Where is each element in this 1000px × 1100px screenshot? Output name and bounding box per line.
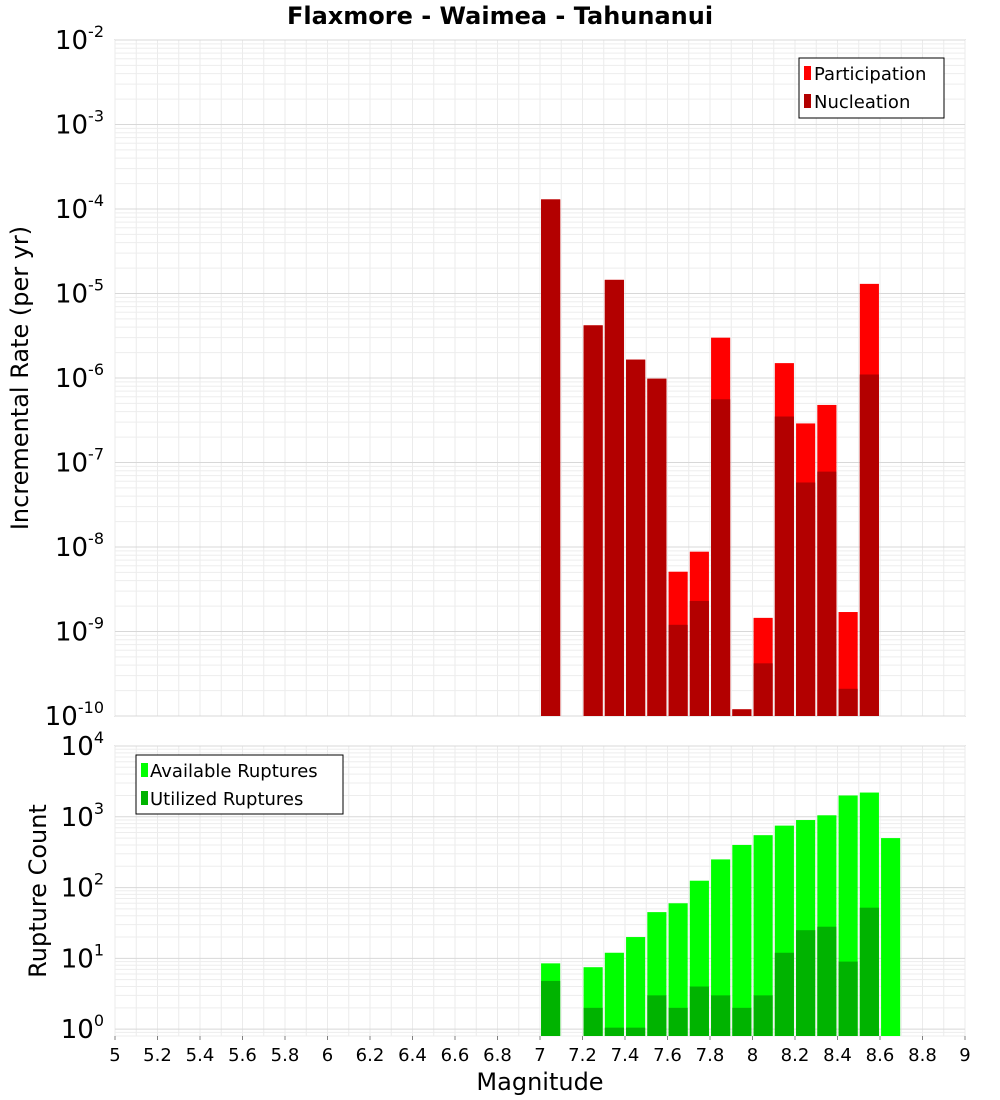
- count-y-tick-label: 100: [61, 1011, 104, 1045]
- x-tick-label: 5.2: [143, 1045, 172, 1066]
- x-tick-label: 6.2: [356, 1045, 385, 1066]
- count-legend: Available Ruptures Utilized Ruptures: [135, 754, 344, 815]
- count-bar-utilized-ruptures: [626, 1027, 646, 1036]
- x-tick-label: 8.6: [866, 1045, 895, 1066]
- x-tick-label: 6: [322, 1045, 333, 1066]
- rate-y-tick-label: 10-6: [55, 360, 104, 394]
- count-bar-available-ruptures: [626, 937, 646, 1036]
- count-panel: 100 101 102 103 104 5 5.2 5.4 5.6 5.8 6 6.2 6.4 6.6 6…: [24, 728, 971, 1096]
- count-y-tick-label: 102: [61, 870, 104, 904]
- rate-bar-nucleation: [711, 399, 731, 716]
- legend-nucleation-label: Nucleation: [814, 92, 910, 113]
- rate-y-tick-label: 10-5: [55, 276, 104, 310]
- rate-y-tick-label: 10-3: [55, 107, 104, 141]
- x-axis-title: Magnitude: [476, 1068, 603, 1096]
- rate-bar-nucleation: [774, 416, 794, 716]
- x-tick-label: 5.4: [186, 1045, 215, 1066]
- legend-utilized-swatch: [141, 791, 148, 805]
- legend-available-label: Available Ruptures: [150, 761, 318, 782]
- rate-bar-nucleation: [541, 199, 561, 717]
- rate-bar-nucleation: [647, 378, 667, 716]
- count-bar-utilized-ruptures: [732, 1007, 752, 1036]
- x-tick-label: 8.2: [781, 1045, 810, 1066]
- legend-participation-label: Participation: [814, 64, 926, 85]
- rate-bar-nucleation: [604, 279, 624, 716]
- count-bar-utilized-ruptures: [711, 995, 731, 1036]
- x-tick-label: 5.8: [271, 1045, 300, 1066]
- count-bar-available-ruptures: [732, 844, 752, 1036]
- rate-y-tick-label: 10-10: [45, 698, 104, 732]
- count-bar-available-ruptures: [711, 859, 731, 1036]
- rate-bar-nucleation: [817, 471, 837, 716]
- count-bar-utilized-ruptures: [541, 980, 561, 1036]
- count-legend-box: [135, 754, 344, 815]
- rate-bar-nucleation: [583, 325, 603, 716]
- count-bar-utilized-ruptures: [583, 1007, 603, 1036]
- count-bar-available-ruptures: [881, 838, 901, 1036]
- count-bar-utilized-ruptures: [796, 930, 816, 1036]
- x-tick-label: 5.6: [228, 1045, 257, 1066]
- rate-y-axis-title: Incremental Rate (per yr): [6, 226, 34, 530]
- count-y-tick-label: 101: [61, 940, 104, 974]
- chart-title: Flaxmore - Waimea - Tahunanui: [287, 2, 713, 30]
- rate-y-tick-label: 10-8: [55, 529, 104, 563]
- rate-panel: 10-10 10-9 10-8 10-7 10-6 10-5 10-4 10-3 10-2 In…: [6, 22, 966, 732]
- count-y-tick-label: 103: [61, 799, 104, 833]
- count-y-tick-label: 104: [61, 728, 104, 762]
- count-y-ticks: 100 101 102 103 104: [61, 728, 104, 1045]
- rate-bar-nucleation: [838, 688, 858, 716]
- legend-participation-swatch: [804, 66, 811, 80]
- x-tick-label: 7.2: [568, 1045, 597, 1066]
- count-bar-utilized-ruptures: [647, 995, 667, 1036]
- count-bar-utilized-ruptures: [774, 952, 794, 1036]
- count-bar-utilized-ruptures: [817, 926, 837, 1036]
- legend-utilized-label: Utilized Ruptures: [150, 789, 303, 810]
- rate-bar-nucleation: [753, 663, 773, 716]
- rate-bar-nucleation: [626, 359, 646, 716]
- x-tick-label: 7.6: [653, 1045, 682, 1066]
- count-bar-available-ruptures: [604, 952, 624, 1036]
- count-bar-utilized-ruptures: [753, 995, 773, 1036]
- x-tick-label: 6.8: [483, 1045, 512, 1066]
- rate-bar-nucleation: [796, 482, 816, 716]
- rate-bar-nucleation: [689, 600, 709, 716]
- count-y-axis-title: Rupture Count: [24, 804, 52, 978]
- x-tick-label: 9: [959, 1045, 970, 1066]
- count-bar-utilized-ruptures: [859, 907, 879, 1036]
- rate-grid: [114, 39, 966, 717]
- legend-available-swatch: [141, 763, 148, 777]
- rate-y-ticks: 10-10 10-9 10-8 10-7 10-6 10-5 10-4 10-3 10-2: [45, 22, 104, 732]
- count-bar-utilized-ruptures: [838, 961, 858, 1036]
- rate-legend-box: [798, 57, 945, 119]
- count-bar-available-ruptures: [668, 903, 688, 1036]
- rate-bar-nucleation: [732, 709, 752, 716]
- x-tick-label: 6.4: [398, 1045, 427, 1066]
- count-bar-utilized-ruptures: [689, 986, 709, 1036]
- rate-y-tick-label: 10-4: [55, 191, 104, 225]
- rate-bar-nucleation: [668, 624, 688, 716]
- rate-y-tick-label: 10-9: [55, 614, 104, 648]
- x-tick-label: 8: [747, 1045, 758, 1066]
- rate-legend: Participation Nucleation: [798, 57, 945, 119]
- rate-y-tick-label: 10-7: [55, 445, 104, 479]
- count-bar-available-ruptures: [753, 835, 773, 1036]
- rate-y-tick-label: 10-2: [55, 22, 104, 56]
- x-axis-ticks: 5 5.2 5.4 5.6 5.8 6 6.2 6.4 6.6 6.8 7 7.2 7.4 7.6 7.8 8…: [109, 1036, 971, 1066]
- rate-bars: [541, 199, 879, 717]
- x-tick-label: 8.4: [823, 1045, 852, 1066]
- rate-bar-nucleation: [859, 374, 879, 716]
- x-tick-label: 7.4: [611, 1045, 640, 1066]
- legend-nucleation-swatch: [804, 94, 811, 108]
- count-bar-utilized-ruptures: [604, 1027, 624, 1036]
- count-bars: [541, 792, 901, 1036]
- x-tick-label: 7: [534, 1045, 545, 1066]
- x-tick-label: 7.8: [696, 1045, 725, 1066]
- x-tick-label: 8.8: [908, 1045, 937, 1066]
- x-tick-label: 5: [109, 1045, 120, 1066]
- x-tick-label: 6.6: [441, 1045, 470, 1066]
- count-bar-utilized-ruptures: [668, 1007, 688, 1036]
